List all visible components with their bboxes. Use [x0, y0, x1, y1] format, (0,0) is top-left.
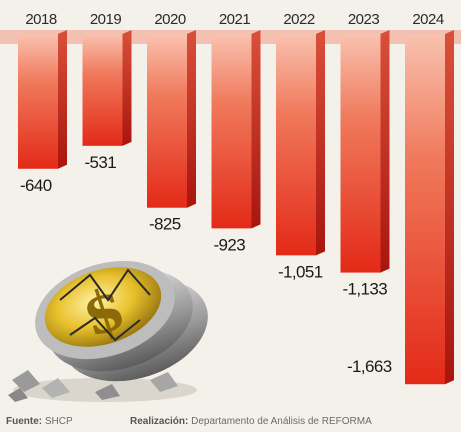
- year-label-2024: 2024: [412, 11, 444, 28]
- year-label-2022: 2022: [283, 11, 315, 28]
- value-label-2024: -1,663: [347, 357, 392, 376]
- value-label-2018: -640: [20, 176, 52, 195]
- bar-front: [340, 34, 381, 273]
- credit-note: Realización: Departamento de Análisis de…: [130, 416, 372, 427]
- bar-side: [251, 30, 261, 229]
- bar-front: [405, 34, 445, 385]
- bar-2020: [147, 30, 196, 208]
- broken-coin-illustration: $: [8, 260, 208, 402]
- bar-front: [82, 34, 123, 146]
- bars-group: [18, 30, 454, 385]
- bar-front: [211, 34, 252, 229]
- footer: Fuente: SHCP Realización: Departamento d…: [0, 412, 461, 432]
- bar-side: [445, 30, 454, 385]
- year-label-2019: 2019: [90, 11, 122, 28]
- bar-front: [276, 34, 316, 256]
- year-label-2018: 2018: [25, 11, 57, 28]
- value-label-2022: -1,051: [278, 262, 323, 281]
- year-label-2023: 2023: [348, 11, 380, 28]
- bar-side: [122, 30, 132, 146]
- credit-value: Departamento de Análisis de REFORMA: [191, 416, 372, 427]
- credit-label: Realización:: [130, 416, 189, 427]
- source-label: Fuente:: [6, 416, 43, 427]
- bar-2024: [405, 30, 454, 385]
- bar-2021: [211, 30, 261, 229]
- bar-2022: [276, 30, 325, 256]
- bar-2023: [340, 30, 390, 273]
- source-note: Fuente: SHCP: [6, 416, 73, 427]
- value-label-2020: -825: [149, 215, 181, 234]
- bar-side: [187, 30, 196, 208]
- bar-front: [18, 34, 58, 169]
- year-label-2021: 2021: [219, 11, 251, 28]
- value-labels-group: -640 -531 -825 -923 -1,051 -1,133 -1,663: [20, 153, 392, 376]
- bar-front: [147, 34, 187, 208]
- year-label-2020: 2020: [154, 11, 186, 28]
- bar-side: [316, 30, 325, 256]
- bar-2018: [18, 30, 67, 169]
- value-label-2021: -923: [214, 235, 246, 254]
- year-labels-group: 2018 2019 2020 2021 2022 2023 2024: [25, 11, 444, 28]
- source-value: SHCP: [44, 416, 73, 427]
- value-label-2023: -1,133: [343, 280, 388, 299]
- value-label-2019: -531: [85, 153, 117, 172]
- bar-side: [58, 30, 67, 169]
- bar-2019: [82, 30, 132, 146]
- bar-side: [380, 30, 390, 273]
